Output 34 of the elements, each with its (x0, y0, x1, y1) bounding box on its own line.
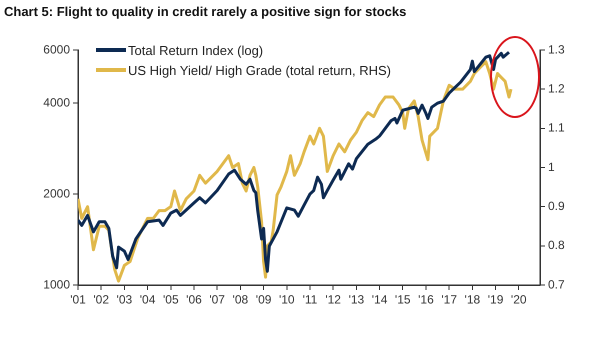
x-tick-label: '12 (325, 292, 342, 307)
x-tick-label: '05 (162, 292, 179, 307)
x-tick-label: '04 (140, 292, 156, 307)
x-tick-label: '01 (70, 292, 86, 307)
x-tick-label: '13 (348, 292, 365, 307)
y2-tick-label: 0.9 (548, 198, 566, 213)
legend-label: US High Yield/ High Grade (total return, RHS) (128, 62, 391, 78)
y-tick-label: 4000 (43, 95, 70, 110)
x-tick-label: '08 (232, 292, 248, 307)
x-tick-label: '17 (441, 292, 458, 307)
y-tick-label: 1000 (43, 277, 70, 292)
x-tick-label: '14 (372, 292, 388, 307)
x-tick-label: '11 (302, 292, 318, 307)
x-tick-label: '15 (394, 292, 411, 307)
y2-tick-label: 0.7 (548, 277, 566, 292)
y2-tick-label: 1 (548, 160, 555, 174)
chart-title: Chart 5: Flight to quality in credit rarely a positive sign for stocks (4, 4, 406, 19)
x-tick-label: '09 (256, 292, 272, 307)
y2-tick-label: 1.2 (548, 81, 566, 96)
x-tick-label: '06 (186, 292, 202, 307)
x-tick-label: '03 (116, 292, 133, 307)
y2-tick-label: 1.3 (548, 42, 566, 56)
y-tick-label: 2000 (43, 186, 70, 200)
y-tick-label: 6000 (43, 42, 70, 56)
x-tick-label: '16 (418, 292, 434, 307)
legend-label: Total Return Index (log) (128, 42, 264, 58)
y2-tick-label: 1.1 (548, 120, 566, 135)
y2-tick-label: 0.8 (548, 238, 566, 252)
x-tick-label: '19 (488, 292, 504, 307)
x-tick-label: '07 (209, 292, 226, 307)
x-tick-label: '10 (278, 292, 295, 307)
x-tick-label: '02 (93, 292, 110, 307)
x-tick-label: '18 (464, 292, 480, 307)
x-tick-label: '20 (510, 292, 527, 307)
